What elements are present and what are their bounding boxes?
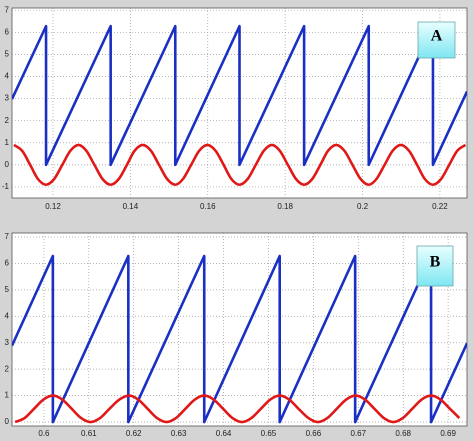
x-tick-label: 0.18 — [277, 202, 293, 211]
y-tick-label: 4 — [5, 72, 10, 81]
signal-line — [13, 143, 467, 187]
annotation-box — [416, 245, 454, 287]
x-tick-label: 0.66 — [306, 429, 322, 438]
x-tick-label: 0.22 — [432, 202, 448, 211]
x-tick-label: 0.6 — [38, 429, 50, 438]
plot-area — [11, 232, 468, 427]
x-tick-label: 0.62 — [126, 429, 142, 438]
y-tick-label: 3 — [5, 94, 10, 103]
y-tick-label: 6 — [5, 27, 10, 36]
y-tick-label: 2 — [5, 364, 10, 373]
x-tick-label: 0.69 — [440, 429, 456, 438]
x-tick-label: 0.65 — [261, 429, 277, 438]
x-tick-label: 0.14 — [123, 202, 139, 211]
x-tick-label: 0.61 — [81, 429, 97, 438]
y-tick-label: 1 — [5, 138, 10, 147]
y-tick-label: 1 — [5, 391, 10, 400]
signal-line — [12, 24, 467, 167]
x-tick-label: 0.63 — [171, 429, 187, 438]
y-tick-label: 5 — [5, 50, 10, 59]
annotation-box — [417, 21, 456, 59]
x-tick-label: 0.64 — [216, 429, 232, 438]
annotation: B — [430, 254, 441, 271]
x-tick-label: 0.16 — [200, 202, 216, 211]
y-tick-label: 0 — [5, 160, 10, 169]
y-tick-label: 0 — [5, 417, 10, 426]
y-tick-label: 4 — [5, 311, 10, 320]
signal-line — [14, 394, 461, 424]
y-tick-label: 3 — [5, 338, 10, 347]
x-tick-label: 0.68 — [395, 429, 411, 438]
x-tick-label: 0.67 — [351, 429, 367, 438]
y-tick-label: 2 — [5, 116, 10, 125]
y-tick-label: 5 — [5, 285, 10, 294]
y-tick-label: 7 — [5, 5, 10, 14]
y-tick-label: 6 — [5, 259, 10, 268]
x-tick-label: 0.12 — [45, 202, 61, 211]
y-tick-label: -1 — [2, 182, 10, 191]
x-tick-label: 0.2 — [357, 202, 369, 211]
y-tick-label: 7 — [5, 232, 10, 241]
annotation: A — [431, 28, 443, 45]
